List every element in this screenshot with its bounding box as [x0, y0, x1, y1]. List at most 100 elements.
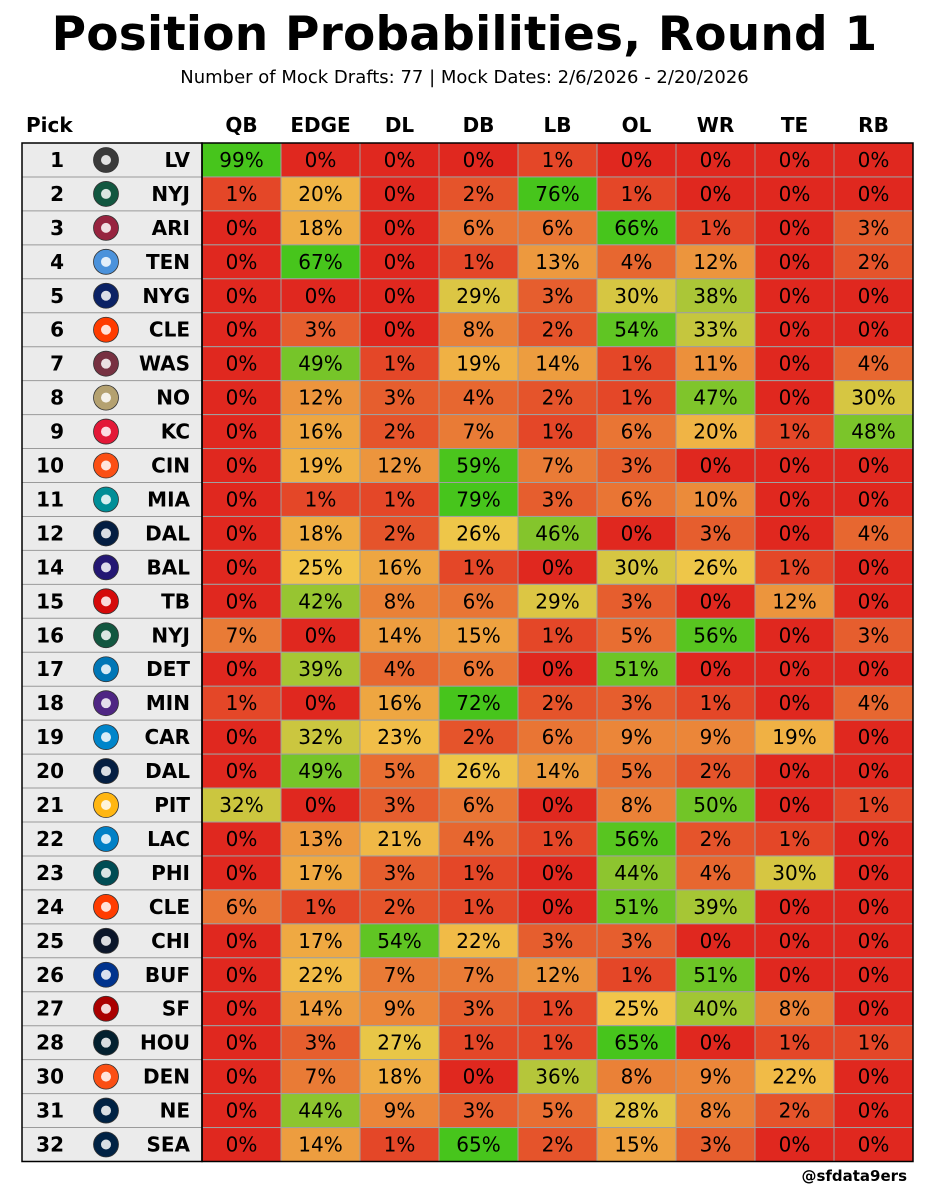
cell-value: 2%	[542, 1133, 574, 1157]
table-row: 19 CAR 0% 32% 23% 2% 6% 9% 9% 19% 0%	[22, 719, 914, 755]
heatmap-cell-ol	[596, 1025, 677, 1061]
heatmap-cell-rb	[833, 176, 914, 212]
star-logo	[93, 758, 119, 784]
cell-value: 19%	[772, 725, 816, 749]
team-logo-mark	[101, 460, 111, 471]
cell-value: 3%	[621, 589, 653, 613]
heatmap-cell-db	[438, 753, 519, 789]
cell-value: 1%	[463, 861, 495, 885]
eagle-head-logo	[93, 860, 119, 886]
cell-value: 8%	[463, 318, 495, 342]
team-logo-mark	[101, 800, 111, 811]
cell-value: 0%	[226, 827, 258, 851]
cell-value: 1%	[542, 420, 574, 444]
cell-value: 14%	[535, 759, 579, 783]
heatmap-cell-ol	[596, 1059, 677, 1095]
cell-value: 2%	[463, 725, 495, 749]
team-abbr: WAS	[139, 352, 190, 376]
cell-value: 1%	[463, 895, 495, 919]
pick-number: 6	[50, 318, 64, 342]
cell-value: 3%	[384, 861, 416, 885]
cell-value: 0%	[542, 793, 574, 817]
heatmap-cell-db	[438, 1093, 519, 1129]
team-logo-mark	[101, 222, 111, 233]
heatmap-cell-qb	[201, 617, 282, 653]
cell-value: 0%	[305, 691, 337, 715]
pick-number: 10	[36, 454, 64, 478]
bolt-logo	[93, 826, 119, 852]
heatmap-cell-lb	[517, 414, 598, 450]
heatmap-cell-te	[754, 1059, 835, 1095]
heatmap-cell-edge	[280, 414, 361, 450]
table-row: 25 CHI 0% 17% 54% 22% 3% 3% 0% 0% 0%	[22, 923, 914, 959]
pick-number: 4	[50, 250, 64, 274]
heatmap-border	[201, 142, 914, 1163]
heatmap-cell-rb	[833, 142, 914, 178]
heatmap-cell-ol	[596, 787, 677, 823]
table-row: 6 CLE 0% 3% 0% 8% 2% 54% 33% 0% 0%	[22, 312, 914, 348]
table-row: 27 SF 0% 14% 9% 3% 1% 25% 40% 8% 0%	[22, 991, 914, 1027]
heatmap-cell-db	[438, 889, 519, 925]
cell-value: 0%	[858, 318, 890, 342]
bison-logo	[93, 961, 119, 988]
cell-value: 0%	[226, 352, 258, 376]
heatmap-cell-te	[754, 923, 835, 959]
cell-value: 30%	[851, 386, 895, 410]
heatmap-cell-te	[754, 991, 835, 1027]
cell-value: 26%	[456, 759, 500, 783]
cell-value: 18%	[377, 1065, 421, 1089]
heatmap-cell-ol	[596, 957, 677, 993]
heatmap-cell-db	[438, 583, 519, 619]
heatmap-cell-wr	[675, 821, 756, 857]
cell-value: 30%	[614, 284, 658, 308]
team-logo-mark	[101, 1037, 111, 1048]
cell-value: 3%	[858, 216, 890, 240]
cell-value: 15%	[614, 1133, 658, 1157]
cell-value: 0%	[226, 657, 258, 681]
team-abbr: BUF	[145, 963, 190, 987]
heatmap-cell-edge	[280, 787, 361, 823]
heatmap-cell-te	[754, 957, 835, 993]
cell-value: 0%	[226, 929, 258, 953]
commanders-w-logo	[93, 350, 119, 377]
cell-value: 3%	[384, 386, 416, 410]
cell-value: 8%	[621, 793, 653, 817]
heatmap-cell-ol	[596, 312, 677, 348]
heatmap-cell-wr	[675, 923, 756, 959]
ny-logo	[93, 282, 119, 309]
heatmap-cell-edge	[280, 685, 361, 721]
heatmap-cell-dl	[359, 617, 440, 653]
cell-value: 3%	[858, 623, 890, 647]
heatmap-cell-edge	[280, 549, 361, 585]
cell-value: 0%	[779, 216, 811, 240]
cell-value: 12%	[535, 963, 579, 987]
cell-value: 0%	[700, 589, 732, 613]
heatmap-cell-edge	[280, 753, 361, 789]
team-logo-mark	[101, 698, 111, 709]
heatmap-cell-dl	[359, 583, 440, 619]
cell-value: 51%	[614, 657, 658, 681]
cell-value: 12%	[377, 454, 421, 478]
cell-value: 0%	[858, 1099, 890, 1123]
heatmap-cell-dl	[359, 414, 440, 450]
cell-value: 1%	[700, 691, 732, 715]
table-row: 18 MIN 1% 0% 16% 72% 2% 3% 1% 0% 4%	[22, 685, 914, 721]
heatmap-cell-lb	[517, 549, 598, 585]
cell-value: 54%	[614, 318, 658, 342]
cell-value: 0%	[779, 318, 811, 342]
cell-value: 3%	[463, 1099, 495, 1123]
team-abbr: LV	[165, 148, 191, 172]
cell-value: 33%	[693, 318, 737, 342]
heatmap-cell-edge	[280, 176, 361, 212]
heatmap-cell-ol	[596, 448, 677, 483]
heatmap-cell-dl	[359, 176, 440, 212]
cell-value: 25%	[298, 555, 342, 579]
cell-value: 6%	[226, 895, 258, 919]
bengals-stripes-logo	[93, 452, 119, 479]
cell-value: 8%	[779, 997, 811, 1021]
cell-value: 2%	[542, 691, 574, 715]
cell-value: 23%	[377, 725, 421, 749]
pick-number: 9	[50, 420, 64, 444]
cell-value: 4%	[858, 521, 890, 545]
